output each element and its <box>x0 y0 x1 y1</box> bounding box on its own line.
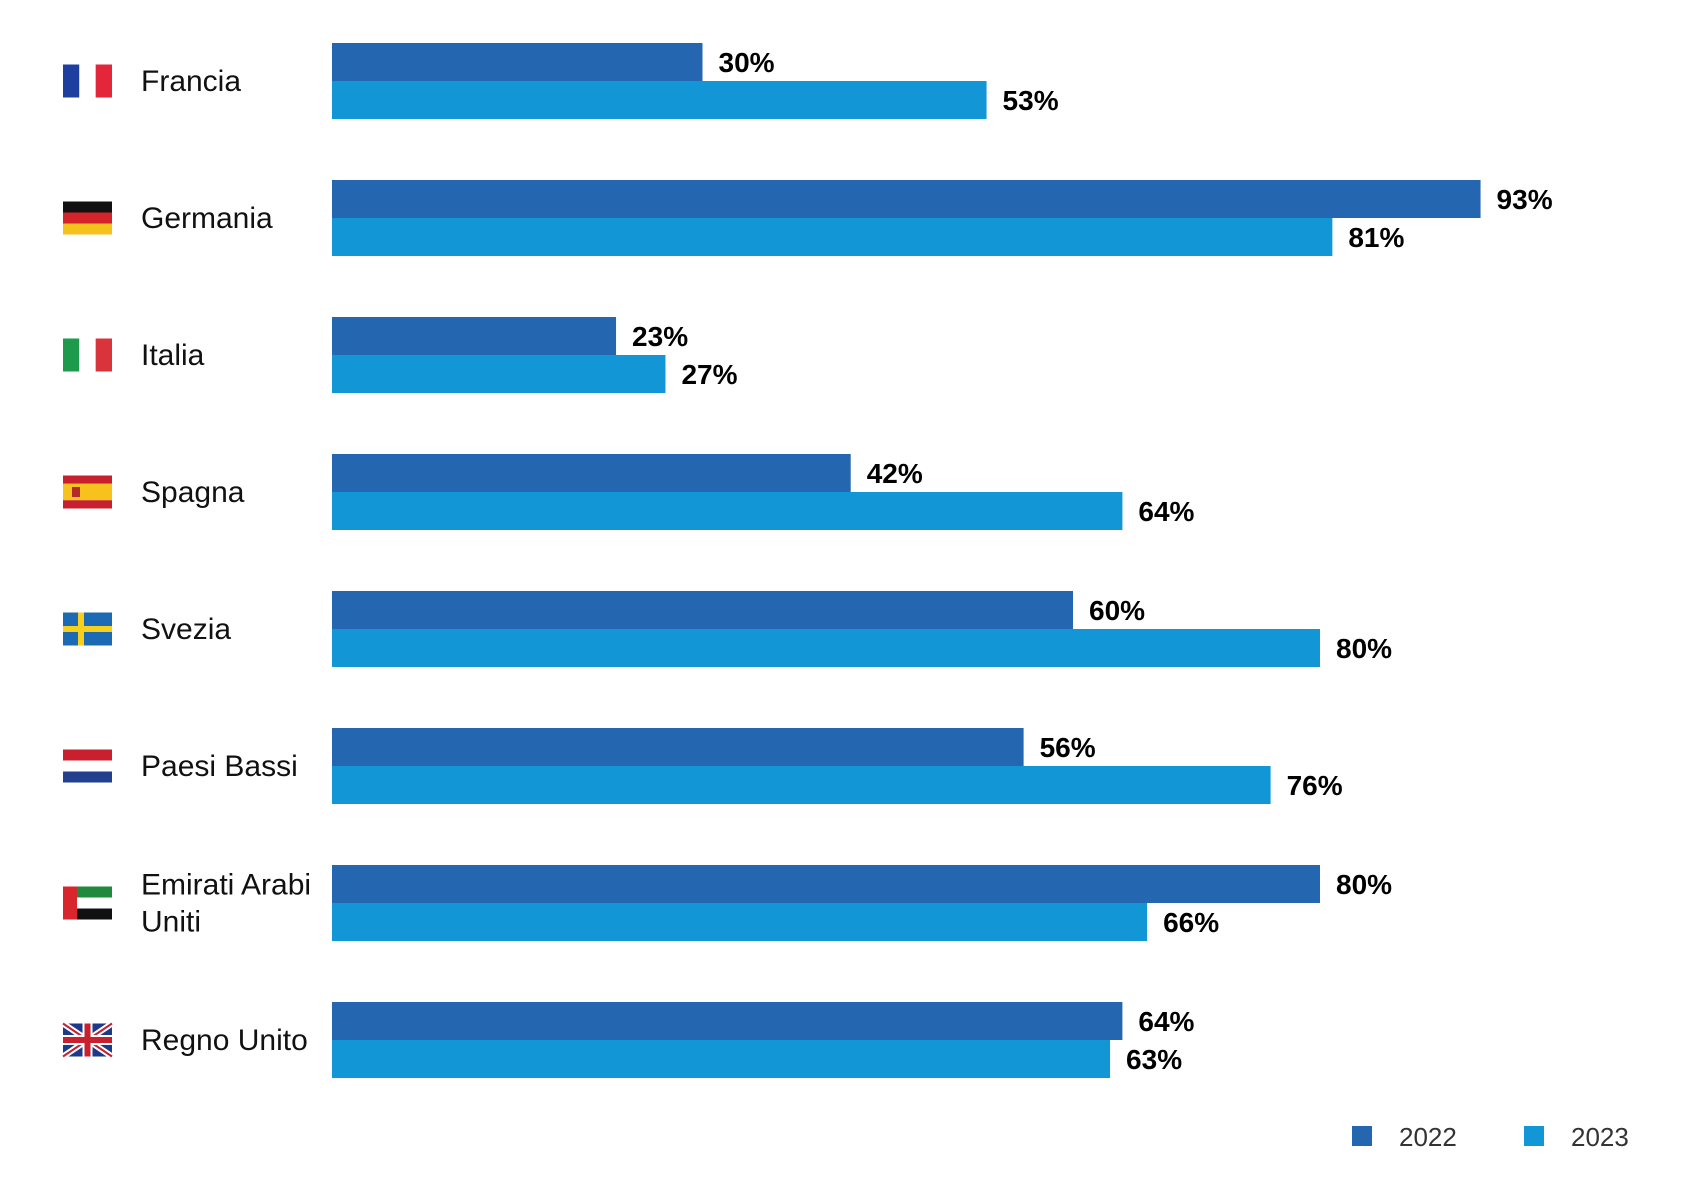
value-label: 53% <box>1003 85 1059 116</box>
france-flag-icon <box>63 64 112 98</box>
value-label: 56% <box>1040 732 1096 763</box>
country-flags <box>61 64 114 1059</box>
value-label: 64% <box>1138 1006 1194 1037</box>
category-label: Spagna <box>141 476 245 509</box>
legend-swatch <box>1352 1126 1372 1146</box>
bar-2022 <box>332 591 1073 629</box>
category-label: Italia <box>141 339 205 372</box>
bar-2022 <box>332 43 703 81</box>
category-label: Svezia <box>141 613 231 646</box>
value-label: 30% <box>719 47 775 78</box>
value-label: 23% <box>632 321 688 352</box>
category-label-line: Paesi Bassi <box>141 750 298 783</box>
value-label: 63% <box>1126 1044 1182 1075</box>
legend: 2022 2023 <box>1352 1122 1629 1152</box>
value-label: 66% <box>1163 907 1219 938</box>
bars <box>332 43 1481 1078</box>
category-label-line: Italia <box>141 339 205 372</box>
value-label: 80% <box>1336 633 1392 664</box>
sweden-flag-icon <box>63 612 112 646</box>
category-label-line: Emirati Arabi <box>141 869 311 902</box>
category-labels: Francia Germania Italia Spagna Svezia Paesi B… <box>141 65 311 1057</box>
category-label: Regno Unito <box>141 1024 308 1057</box>
italy-flag-icon <box>63 338 112 372</box>
value-label: 93% <box>1497 184 1553 215</box>
value-label: 27% <box>681 359 737 390</box>
bar-2023 <box>332 1040 1111 1078</box>
category-label: Emirati Arabi Uniti <box>141 869 311 939</box>
bar-2023 <box>332 81 987 119</box>
bar-2022 <box>332 317 617 355</box>
category-label-line: Svezia <box>141 613 231 646</box>
bar-2023 <box>332 903 1148 941</box>
bar-2022 <box>332 180 1481 218</box>
bar-2022 <box>332 728 1024 766</box>
bar-2023 <box>332 629 1320 667</box>
category-label-line: Regno Unito <box>141 1024 308 1057</box>
category-label: Paesi Bassi <box>141 750 298 783</box>
bar-2023 <box>332 218 1333 256</box>
category-label: Germania <box>141 202 273 235</box>
category-label-line: Uniti <box>141 906 201 939</box>
bar-2023 <box>332 766 1271 804</box>
legend-swatch <box>1524 1126 1544 1146</box>
value-labels: 30% 53% 93% 81% 23% 27% 42% 64% 60% 80% 56% 76% 80% 6… <box>632 47 1553 1075</box>
legend-label: 2023 <box>1571 1122 1629 1152</box>
legend-label: 2022 <box>1399 1122 1457 1152</box>
legend-item-2023: 2023 <box>1524 1122 1629 1152</box>
uk-flag-icon <box>61 1021 114 1059</box>
value-label: 80% <box>1336 869 1392 900</box>
bar-2023 <box>332 355 666 393</box>
category-label-line: Germania <box>141 202 273 235</box>
bar-2022 <box>332 454 851 492</box>
germany-flag-icon <box>63 201 112 235</box>
value-label: 42% <box>867 458 923 489</box>
bar-2023 <box>332 492 1123 530</box>
bar-2022 <box>332 865 1320 903</box>
netherlands-flag-icon <box>63 749 112 783</box>
category-label-line: Francia <box>141 65 241 98</box>
value-label: 76% <box>1287 770 1343 801</box>
value-label: 64% <box>1138 496 1194 527</box>
value-label: 81% <box>1348 222 1404 253</box>
bar-2022 <box>332 1002 1123 1040</box>
uae-flag-icon <box>63 886 112 920</box>
value-label: 60% <box>1089 595 1145 626</box>
legend-item-2022: 2022 <box>1352 1122 1457 1152</box>
category-label-line: Spagna <box>141 476 245 509</box>
category-label: Francia <box>141 65 241 98</box>
spain-flag-icon <box>63 475 112 509</box>
